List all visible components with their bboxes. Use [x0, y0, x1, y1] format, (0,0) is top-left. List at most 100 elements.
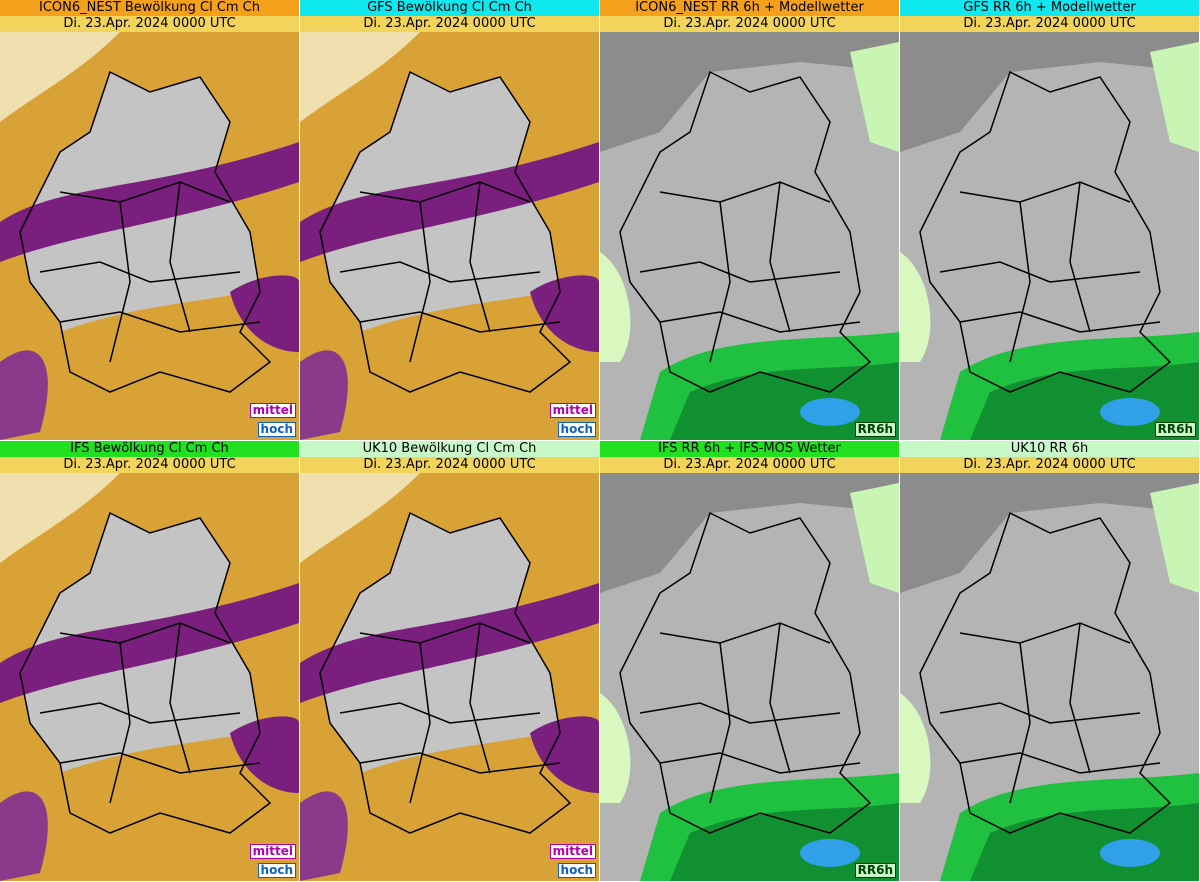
layer-label: RR6h	[1154, 422, 1196, 437]
map-area	[850, 42, 899, 152]
map-area	[0, 583, 299, 703]
layer-label: RR6h	[854, 422, 896, 437]
map-area	[0, 142, 299, 262]
layer-label: mittel	[549, 844, 596, 859]
map-area	[300, 473, 420, 563]
weather-map	[900, 32, 1199, 440]
layer-label: hoch	[257, 863, 296, 878]
layer-label: RR6h	[854, 863, 896, 878]
panel-date: Di. 23.Apr. 2024 0000 UTC	[0, 16, 299, 32]
border-line	[1069, 622, 1091, 774]
panel-title: GFS RR 6h + Modellwetter	[900, 0, 1199, 16]
border-line	[919, 511, 1172, 834]
map-area	[300, 791, 348, 881]
map-area	[1100, 398, 1160, 426]
map-area	[1150, 483, 1199, 593]
panel: ICON6_NEST RR 6h + Modellwetter Di. 23.A…	[600, 0, 900, 441]
border-line	[1069, 181, 1091, 333]
border-line	[319, 70, 572, 393]
map-area	[300, 32, 420, 122]
border-line	[959, 311, 1161, 333]
panel-title: IFS RR 6h + IFS-MOS Wetter	[600, 441, 899, 457]
panel-title: UK10 Bewölkung Cl Cm Ch	[300, 441, 599, 457]
panel-date: Di. 23.Apr. 2024 0000 UTC	[0, 457, 299, 473]
weather-map	[0, 473, 299, 881]
border-line	[19, 70, 272, 393]
border-line	[59, 311, 261, 333]
panel-date: Di. 23.Apr. 2024 0000 UTC	[300, 16, 599, 32]
map-area	[1100, 839, 1160, 867]
weather-map	[900, 473, 1199, 881]
panel-title: ICON6_NEST Bewölkung Cl Cm Ch	[0, 0, 299, 16]
map-area	[300, 583, 599, 703]
border-line	[359, 622, 531, 644]
layer-label: mittel	[549, 403, 596, 418]
border-line	[359, 311, 561, 333]
border-line	[19, 511, 272, 834]
border-line	[659, 181, 831, 203]
panel-title: IFS Bewölkung Cl Cm Ch	[0, 441, 299, 457]
border-line	[469, 181, 491, 333]
border-line	[109, 201, 131, 363]
panel: GFS Bewölkung Cl Cm Ch Di. 23.Apr. 2024 …	[300, 0, 600, 441]
border-line	[339, 702, 541, 724]
weather-map	[300, 32, 599, 440]
border-line	[59, 181, 231, 203]
panel-title: GFS Bewölkung Cl Cm Ch	[300, 0, 599, 16]
layer-label: mittel	[249, 403, 296, 418]
border-line	[659, 311, 861, 333]
border-line	[339, 261, 541, 283]
panel-date: Di. 23.Apr. 2024 0000 UTC	[300, 457, 599, 473]
panel: UK10 RR 6h Di. 23.Apr. 2024 0000 UTC	[900, 441, 1200, 882]
border-line	[59, 622, 231, 644]
weather-map	[300, 473, 599, 881]
map-area	[850, 483, 899, 593]
map-area	[0, 350, 48, 440]
border-line	[639, 261, 841, 283]
layer-label: mittel	[249, 844, 296, 859]
map-area	[800, 839, 860, 867]
panel: UK10 Bewölkung Cl Cm Ch Di. 23.Apr. 2024…	[300, 441, 600, 882]
border-line	[1009, 201, 1031, 363]
map-area	[300, 142, 599, 262]
layer-label: hoch	[557, 422, 596, 437]
map-area	[530, 716, 599, 793]
panel-date: Di. 23.Apr. 2024 0000 UTC	[900, 457, 1199, 473]
border-line	[359, 181, 531, 203]
border-line	[939, 261, 1141, 283]
panel: IFS RR 6h + IFS-MOS Wetter Di. 23.Apr. 2…	[600, 441, 900, 882]
panel: ICON6_NEST Bewölkung Cl Cm Ch Di. 23.Apr…	[0, 0, 300, 441]
border-line	[769, 622, 791, 774]
border-line	[619, 70, 872, 393]
map-area	[230, 275, 299, 352]
border-line	[469, 622, 491, 774]
border-line	[409, 201, 431, 363]
panel-date: Di. 23.Apr. 2024 0000 UTC	[600, 457, 899, 473]
border-line	[959, 622, 1131, 644]
border-line	[109, 642, 131, 804]
weather-map	[600, 32, 899, 440]
border-line	[39, 261, 241, 283]
weather-map	[600, 473, 899, 881]
layer-label: hoch	[257, 422, 296, 437]
border-line	[659, 752, 861, 774]
panel-date: Di. 23.Apr. 2024 0000 UTC	[900, 16, 1199, 32]
border-line	[959, 752, 1161, 774]
map-area	[530, 275, 599, 352]
map-area	[800, 398, 860, 426]
border-line	[319, 511, 572, 834]
map-area	[0, 473, 120, 563]
border-line	[169, 622, 191, 774]
border-line	[639, 702, 841, 724]
map-area	[300, 350, 348, 440]
map-area	[0, 32, 120, 122]
border-line	[619, 511, 872, 834]
border-line	[959, 181, 1131, 203]
border-line	[59, 752, 261, 774]
border-line	[919, 70, 1172, 393]
layer-label: hoch	[557, 863, 596, 878]
map-area	[900, 693, 931, 803]
border-line	[39, 702, 241, 724]
border-line	[939, 702, 1141, 724]
